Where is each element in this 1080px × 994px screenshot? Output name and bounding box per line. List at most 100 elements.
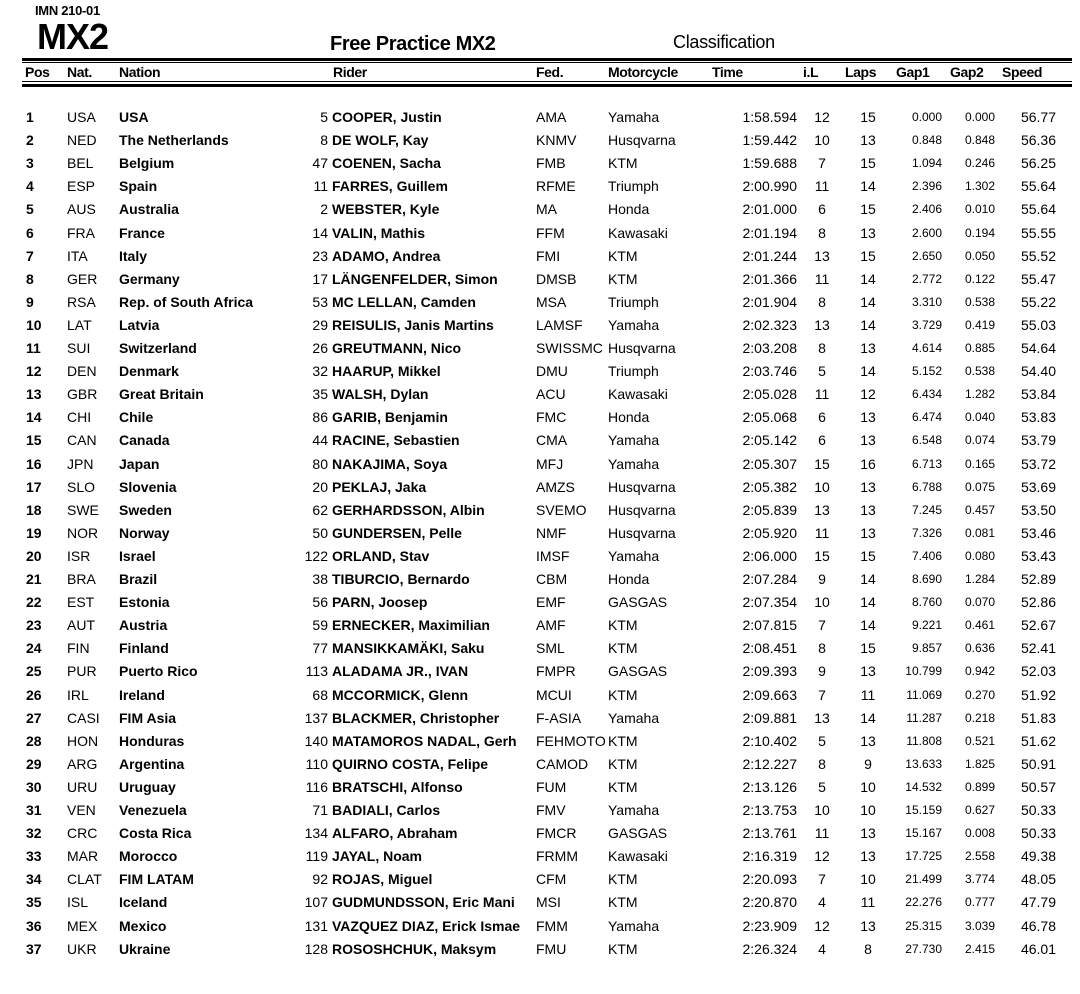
cell-gap2: 0.000 <box>964 110 995 124</box>
cell-rider: MC LELLAN, Camden <box>332 293 476 310</box>
cell-gap2: 0.521 <box>964 733 995 748</box>
cell-pos: 34 <box>26 871 42 888</box>
cell-gap1: 15.167 <box>905 826 942 841</box>
col-il: i.L <box>803 64 819 80</box>
cell-nat: CLAT <box>67 871 102 888</box>
cell-number: 14 <box>312 224 328 241</box>
cell-motorcycle: Kawasaki <box>608 224 668 241</box>
cell-pos: 15 <box>26 432 42 449</box>
cell-pos: 24 <box>26 640 42 657</box>
table-row: 14 CHI Chile 86 GARIB, Benjamin FMC Honda 2:05.… <box>0 409 1080 432</box>
col-speed: Speed <box>1002 64 1043 80</box>
cell-motorcycle: Yamaha <box>608 455 660 472</box>
cell-rider: COOPER, Justin <box>332 109 442 125</box>
col-gap2: Gap2 <box>950 64 984 80</box>
cell-best-lap: 15 <box>814 547 830 564</box>
table-row: 16 JPN Japan 80 NAKAJIMA, Soya MFJ Yamaha 2:05.… <box>0 456 1080 479</box>
table-row: 13 GBR Great Britain 35 WALSH, Dylan ACU Kawas… <box>0 386 1080 409</box>
cell-time: 2:09.881 <box>742 709 798 726</box>
cell-rider: GERHARDSSON, Albin <box>332 501 485 518</box>
cell-rider: REISULIS, Janis Martins <box>332 316 494 333</box>
cell-laps: 13 <box>860 732 876 749</box>
cell-number: 77 <box>312 640 328 657</box>
cell-speed: 47.79 <box>1020 894 1056 911</box>
header-rule <box>22 84 1072 87</box>
cell-fed: FMV <box>536 802 566 818</box>
cell-motorcycle: KTM <box>608 871 638 888</box>
cell-rider: COENEN, Sacha <box>332 155 441 172</box>
cell-nat: BEL <box>67 155 94 172</box>
cell-speed: 53.43 <box>1020 547 1056 564</box>
col-time: Time <box>712 64 743 80</box>
cell-fed: SVEMO <box>536 501 587 518</box>
cell-pos: 19 <box>26 524 42 541</box>
cell-best-lap: 8 <box>818 293 826 310</box>
cell-nat: UKR <box>67 940 97 957</box>
table-row: 22 EST Estonia 56 PARN, Joosep EMF GASGAS 2:07.… <box>0 594 1080 617</box>
cell-fed: EMF <box>536 594 566 611</box>
document-id: IMN 210-01 <box>35 3 100 18</box>
cell-time: 2:12.227 <box>742 755 798 772</box>
cell-speed: 55.03 <box>1020 316 1056 333</box>
cell-gap1: 11.069 <box>906 687 942 702</box>
cell-laps: 10 <box>860 778 876 795</box>
cell-number: 38 <box>312 571 328 587</box>
cell-time: 2:20.870 <box>742 894 798 911</box>
cell-time: 2:13.761 <box>742 825 798 842</box>
cell-nat: FIN <box>67 640 90 657</box>
cell-motorcycle: KTM <box>608 270 638 287</box>
cell-number: 29 <box>312 316 328 333</box>
cell-gap1: 15.159 <box>905 803 942 817</box>
cell-speed: 53.50 <box>1020 501 1056 518</box>
cell-nation: Finland <box>119 640 169 657</box>
cell-laps: 15 <box>860 109 876 125</box>
cell-rider: MANSIKKAMÄKI, Saku <box>332 640 485 657</box>
cell-fed: IMSF <box>536 547 570 564</box>
cell-fed: NMF <box>536 524 567 541</box>
cell-best-lap: 11 <box>814 524 830 541</box>
cell-nat: RSA <box>67 293 96 310</box>
cell-laps: 14 <box>860 363 876 380</box>
cell-gap1: 0.000 <box>911 110 942 124</box>
cell-number: 128 <box>304 940 328 957</box>
cell-number: 68 <box>312 686 328 703</box>
cell-speed: 50.33 <box>1020 825 1056 842</box>
cell-laps: 11 <box>860 894 876 911</box>
cell-time: 2:23.909 <box>742 917 798 934</box>
cell-gap1: 0.848 <box>911 133 942 148</box>
cell-number: 71 <box>312 802 328 818</box>
cell-rider: HAARUP, Mikkel <box>332 363 441 380</box>
cell-best-lap: 11 <box>814 270 830 287</box>
cell-pos: 18 <box>26 501 42 518</box>
cell-nation: Italy <box>119 247 148 264</box>
cell-gap2: 0.461 <box>964 618 995 633</box>
cell-pos: 29 <box>26 755 42 772</box>
cell-gap1: 11.287 <box>906 710 942 725</box>
cell-time: 2:03.208 <box>742 340 798 356</box>
cell-time: 2:05.839 <box>742 501 798 518</box>
cell-nation: Spain <box>119 178 158 195</box>
table-row: 19 NOR Norway 50 GUNDERSEN, Pelle NMF Husqvarn… <box>0 525 1080 548</box>
cell-laps: 13 <box>860 478 876 495</box>
cell-nat: AUT <box>67 617 95 634</box>
cell-nat: SWE <box>67 501 99 518</box>
cell-motorcycle: KTM <box>608 640 638 657</box>
cell-fed: FMU <box>536 940 567 957</box>
cell-number: 5 <box>320 109 328 125</box>
cell-gap2: 1.825 <box>964 756 995 771</box>
cell-nation: FIM LATAM <box>119 871 194 888</box>
col-rider: Rider <box>333 64 367 80</box>
cell-nat: EST <box>67 594 95 611</box>
cell-gap1: 2.406 <box>911 202 942 217</box>
cell-motorcycle: Yamaha <box>608 547 660 564</box>
cell-nation: Austria <box>119 617 168 634</box>
cell-time: 2:26.324 <box>742 940 798 957</box>
cell-pos: 6 <box>26 224 34 241</box>
cell-nation: Rep. of South Africa <box>119 293 254 310</box>
cell-number: 110 <box>305 755 328 772</box>
cell-speed: 52.89 <box>1020 571 1056 587</box>
table-row: 34 CLAT FIM LATAM 92 ROJAS, Miguel CFM KTM 2:20… <box>0 871 1080 894</box>
cell-laps: 14 <box>860 571 876 587</box>
cell-time: 2:01.904 <box>742 293 798 310</box>
cell-laps: 13 <box>860 917 876 934</box>
